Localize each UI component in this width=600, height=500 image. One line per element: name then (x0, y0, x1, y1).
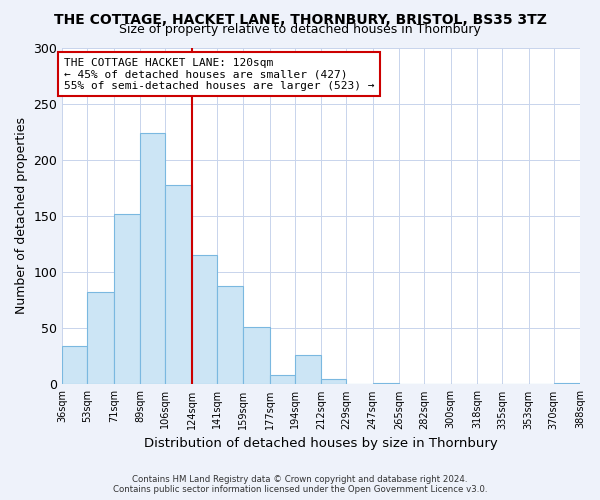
Bar (217, 286, 243, 384)
Text: THE COTTAGE HACKET LANE: 120sqm
← 45% of detached houses are smaller (427)
55% o: THE COTTAGE HACKET LANE: 120sqm ← 45% of… (64, 58, 374, 91)
Bar (140, 133, 165, 384)
Bar (87, 292, 114, 384)
Text: Contains HM Land Registry data © Crown copyright and database right 2024.
Contai: Contains HM Land Registry data © Crown c… (113, 474, 487, 494)
Text: THE COTTAGE, HACKET LANE, THORNBURY, BRISTOL, BS35 3TZ: THE COTTAGE, HACKET LANE, THORNBURY, BRI… (53, 12, 547, 26)
Bar (295, 355, 321, 384)
Bar (243, 327, 269, 384)
X-axis label: Distribution of detached houses by size in Thornbury: Distribution of detached houses by size … (144, 437, 498, 450)
Bar (62, 346, 87, 385)
Text: Size of property relative to detached houses in Thornbury: Size of property relative to detached ho… (119, 22, 481, 36)
Bar (165, 184, 192, 384)
Bar (114, 214, 140, 384)
Bar (192, 256, 217, 384)
Bar (269, 376, 295, 384)
Y-axis label: Number of detached properties: Number of detached properties (15, 118, 28, 314)
Bar (321, 379, 346, 384)
